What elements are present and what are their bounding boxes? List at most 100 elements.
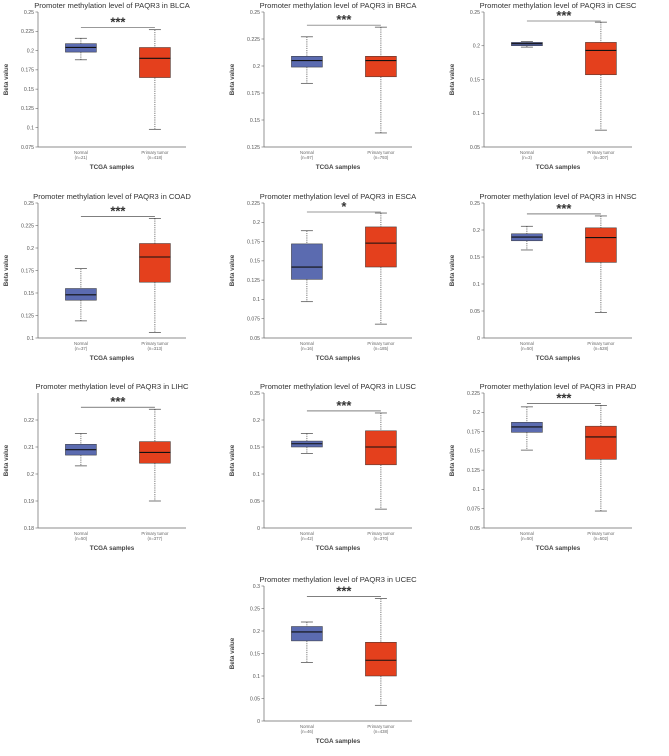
- x-category-label: Primary tumor: [367, 150, 395, 155]
- y-tick-label: 0.2: [27, 472, 34, 478]
- y-tick-label: 0.21: [24, 445, 34, 451]
- y-tick-label: 0.05: [470, 309, 480, 315]
- boxplot-panel: Promoter methylation level of PAQR3 in U…: [229, 575, 417, 745]
- normal-box: [291, 243, 323, 280]
- y-axis-label: Beta value: [229, 444, 236, 476]
- boxplot-panel: Promoter methylation level of PAQR3 in C…: [449, 1, 637, 171]
- panel-title: Promoter methylation level of PAQR3 in U…: [259, 575, 417, 584]
- x-category-count: (n=37): [75, 346, 88, 351]
- x-category-count: (n=313): [147, 346, 162, 351]
- y-axis-label: Beta value: [3, 444, 10, 476]
- x-axis-label: TCGA samples: [536, 545, 581, 552]
- y-tick-label: 0.075: [467, 507, 480, 513]
- y-tick-label: 0.05: [250, 696, 260, 702]
- x-category-count: (n=377): [147, 536, 162, 541]
- x-category-count: (n=46): [301, 729, 314, 734]
- y-tick-label: 0.1: [253, 472, 260, 478]
- y-axis-label: Beta value: [229, 63, 236, 95]
- x-category-label: Normal: [300, 150, 314, 155]
- y-axis-label: Beta value: [449, 444, 456, 476]
- significance-stars: *: [341, 199, 347, 214]
- y-tick-label: 0.2: [473, 228, 480, 234]
- x-category-label: Primary tumor: [141, 150, 169, 155]
- y-tick-label: 0.125: [21, 313, 34, 319]
- panel-title: Promoter methylation level of PAQR3 in B…: [34, 1, 191, 10]
- y-tick-label: 0.05: [250, 336, 260, 342]
- x-axis-label: TCGA samples: [316, 164, 361, 171]
- y-tick-label: 0.1: [473, 487, 480, 493]
- y-tick-label: 0.2: [27, 246, 34, 252]
- y-tick-label: 0.175: [247, 239, 260, 245]
- y-axis-label: Beta value: [3, 254, 10, 286]
- y-tick-label: 0.25: [24, 10, 34, 16]
- boxplot-panel: Promoter methylation level of PAQR3 in L…: [3, 382, 189, 552]
- tumor-box: [365, 226, 397, 268]
- normal-box: [291, 626, 323, 642]
- x-category-label: Normal: [300, 724, 314, 729]
- x-category-label: Primary tumor: [367, 341, 395, 346]
- x-category-count: (n=502): [593, 536, 608, 541]
- y-tick-label: 0.175: [247, 91, 260, 97]
- boxplot-panel: Promoter methylation level of PAQR3 in P…: [449, 382, 637, 552]
- panel-title: Promoter methylation level of PAQR3 in E…: [260, 192, 417, 201]
- significance-stars: ***: [556, 390, 572, 405]
- y-tick-label: 0.2: [27, 48, 34, 54]
- y-tick-label: 0.225: [247, 37, 260, 43]
- x-category-label: Primary tumor: [367, 531, 395, 536]
- tumor-box: [585, 227, 617, 263]
- x-category-count: (n=370): [373, 536, 388, 541]
- significance-stars: ***: [336, 584, 352, 599]
- y-tick-label: 0.2: [253, 629, 260, 635]
- x-category-count: (n=97): [301, 155, 314, 160]
- y-tick-label: 0.18: [24, 526, 34, 532]
- y-axis-label: Beta value: [229, 637, 236, 669]
- tumor-box: [585, 42, 617, 76]
- x-category-count: (n=16): [301, 346, 314, 351]
- y-tick-label: 0.15: [470, 449, 480, 455]
- x-category-count: (n=3): [522, 155, 533, 160]
- y-axis-label: Beta value: [229, 254, 236, 286]
- y-tick-label: 0: [477, 336, 480, 342]
- significance-stars: ***: [110, 394, 126, 409]
- x-category-count: (n=307): [593, 155, 608, 160]
- x-category-count: (n=528): [593, 346, 608, 351]
- panel-title: Promoter methylation level of PAQR3 in L…: [260, 382, 417, 391]
- x-category-label: Primary tumor: [587, 150, 615, 155]
- y-tick-label: 0: [257, 719, 260, 725]
- y-tick-label: 0.2: [253, 64, 260, 70]
- tumor-box: [585, 425, 617, 460]
- y-tick-label: 0.15: [250, 118, 260, 124]
- y-tick-label: 0.1: [253, 297, 260, 303]
- y-tick-label: 0.125: [21, 106, 34, 112]
- x-category-label: Normal: [520, 341, 534, 346]
- x-category-label: Normal: [74, 150, 88, 155]
- y-axis-label: Beta value: [449, 63, 456, 95]
- boxplot-panel: Promoter methylation level of PAQR3 in H…: [449, 192, 637, 362]
- x-category-count: (n=438): [373, 729, 388, 734]
- y-tick-label: 0.175: [21, 268, 34, 274]
- y-tick-label: 0.15: [470, 77, 480, 83]
- y-tick-label: 0.225: [247, 201, 260, 207]
- x-axis-label: TCGA samples: [90, 545, 135, 552]
- y-tick-label: 0.22: [24, 418, 34, 424]
- x-axis-label: TCGA samples: [316, 738, 361, 745]
- tumor-box: [139, 243, 171, 283]
- y-tick-label: 0.05: [470, 145, 480, 151]
- y-tick-label: 0.25: [470, 10, 480, 16]
- x-category-label: Normal: [520, 531, 534, 536]
- y-tick-label: 0.05: [250, 499, 260, 505]
- x-category-count: (n=418): [147, 155, 162, 160]
- y-tick-label: 0.2: [473, 44, 480, 50]
- y-tick-label: 0.15: [470, 255, 480, 261]
- significance-stars: ***: [336, 398, 352, 413]
- panel-title: Promoter methylation level of PAQR3 in B…: [260, 1, 418, 10]
- tumor-box: [365, 642, 397, 677]
- x-category-count: (n=21): [75, 155, 88, 160]
- x-category-count: (n=50): [75, 536, 88, 541]
- y-tick-label: 0.175: [21, 68, 34, 74]
- y-tick-label: 0.125: [247, 278, 260, 284]
- y-tick-label: 0.225: [21, 29, 34, 35]
- x-category-label: Normal: [74, 531, 88, 536]
- x-category-label: Normal: [300, 341, 314, 346]
- panel-title: Promoter methylation level of PAQR3 in P…: [480, 382, 637, 391]
